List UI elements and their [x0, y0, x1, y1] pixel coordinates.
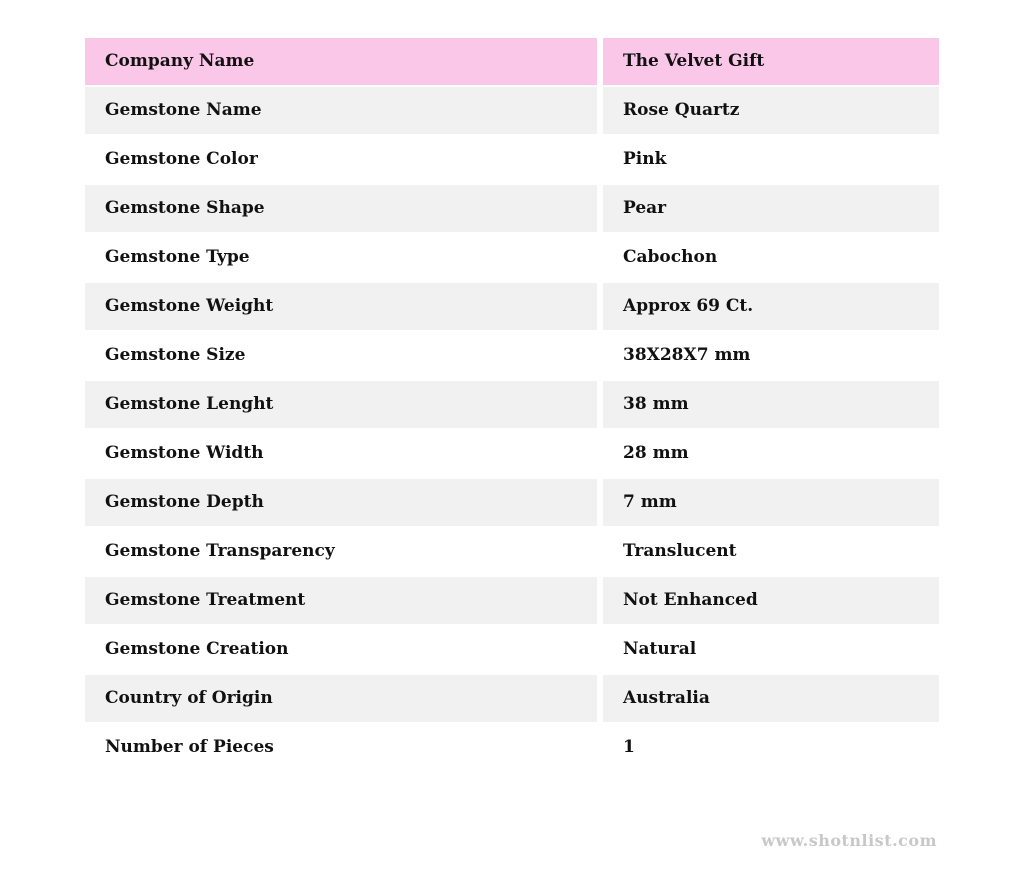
table-row: Number of Pieces 1: [85, 724, 939, 773]
table-row: Gemstone Type Cabochon: [85, 234, 939, 283]
table-row: Gemstone Depth 7 mm: [85, 479, 939, 528]
table-row: Gemstone Lenght 38 mm: [85, 381, 939, 430]
table-header-row: Company Name The Velvet Gift: [85, 38, 939, 87]
row-label: Gemstone Depth: [85, 479, 603, 528]
table-row: Country of Origin Australia: [85, 675, 939, 724]
row-value: Cabochon: [603, 234, 939, 283]
row-label: Country of Origin: [85, 675, 603, 724]
row-label: Gemstone Treatment: [85, 577, 603, 626]
row-value: Not Enhanced: [603, 577, 939, 626]
row-value: 28 mm: [603, 430, 939, 479]
table-row: Gemstone Size 38X28X7 mm: [85, 332, 939, 381]
row-label: Gemstone Weight: [85, 283, 603, 332]
table-row: Gemstone Name Rose Quartz: [85, 87, 939, 136]
row-value: 38 mm: [603, 381, 939, 430]
table-row: Gemstone Transparency Translucent: [85, 528, 939, 577]
table-row: Gemstone Treatment Not Enhanced: [85, 577, 939, 626]
row-value: The Velvet Gift: [603, 38, 939, 87]
watermark-text: www.shotnlist.com: [761, 831, 937, 850]
row-label: Gemstone Name: [85, 87, 603, 136]
gemstone-spec-table: Company Name The Velvet Gift Gemstone Name…: [85, 38, 939, 773]
table-row: Gemstone Creation Natural: [85, 626, 939, 675]
row-label: Gemstone Creation: [85, 626, 603, 675]
row-value: Pink: [603, 136, 939, 185]
row-label: Gemstone Size: [85, 332, 603, 381]
row-value: Approx 69 Ct.: [603, 283, 939, 332]
table-row: Gemstone Shape Pear: [85, 185, 939, 234]
row-label: Number of Pieces: [85, 724, 603, 773]
row-label: Gemstone Type: [85, 234, 603, 283]
table-row: Gemstone Weight Approx 69 Ct.: [85, 283, 939, 332]
row-label: Gemstone Lenght: [85, 381, 603, 430]
row-value: Australia: [603, 675, 939, 724]
row-label: Gemstone Width: [85, 430, 603, 479]
table-row: Gemstone Width 28 mm: [85, 430, 939, 479]
row-label: Gemstone Shape: [85, 185, 603, 234]
row-value: Natural: [603, 626, 939, 675]
row-value: 1: [603, 724, 939, 773]
row-label: Gemstone Transparency: [85, 528, 603, 577]
row-label: Gemstone Color: [85, 136, 603, 185]
row-value: Rose Quartz: [603, 87, 939, 136]
row-label: Company Name: [85, 38, 603, 87]
row-value: Pear: [603, 185, 939, 234]
row-value: 38X28X7 mm: [603, 332, 939, 381]
row-value: 7 mm: [603, 479, 939, 528]
spec-table-body: Company Name The Velvet Gift Gemstone Name…: [85, 38, 939, 773]
row-value: Translucent: [603, 528, 939, 577]
table-row: Gemstone Color Pink: [85, 136, 939, 185]
